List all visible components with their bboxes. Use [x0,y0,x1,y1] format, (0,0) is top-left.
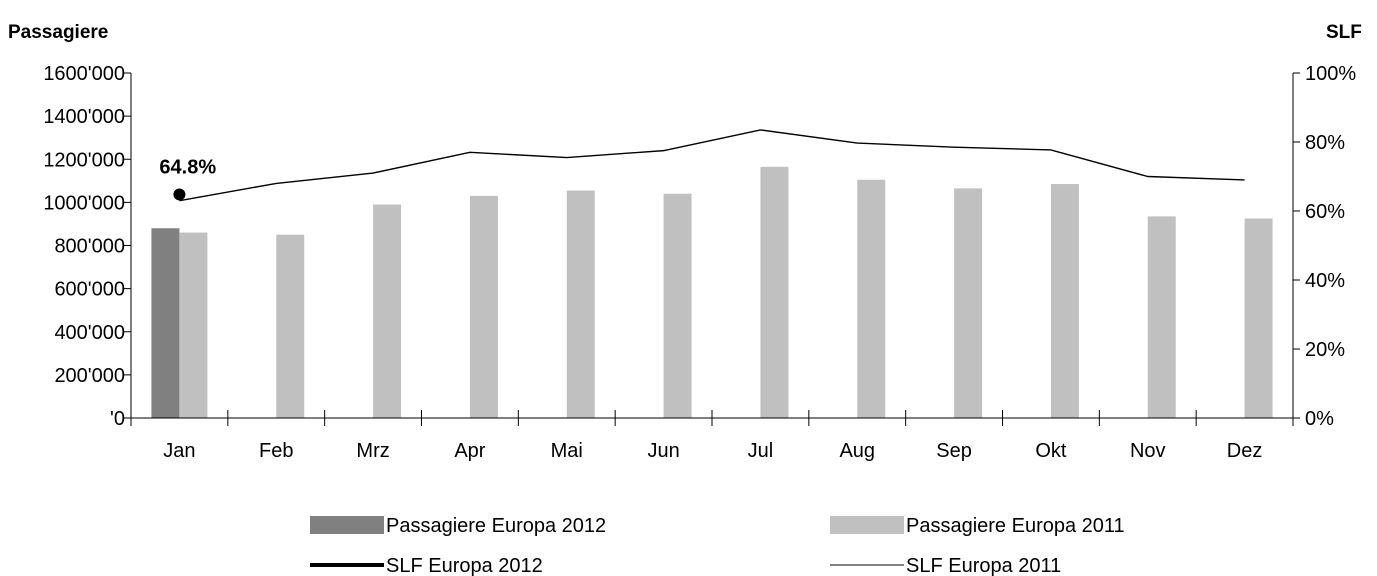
legend-label: Passagiere Europa 2011 [906,515,1125,537]
right-tick-label: 80% [1305,132,1345,154]
right-tick-label: 0% [1305,408,1334,430]
annotations: 64.8% [159,156,216,178]
left-axis: '0 200'000 400'000 600'000 800'000 1000'000 12… [43,63,132,430]
bar [179,232,208,418]
left-tick-label: 1600'000 [43,63,125,85]
x-tick-label: Sep [936,440,972,462]
left-tick-label: '0 [110,408,125,430]
x-tick-label: Okt [1035,440,1067,462]
series-line [179,129,1245,202]
left-tick-label: 1000'000 [43,192,125,214]
left-tick-label: 1200'000 [43,149,125,171]
bar [1244,218,1273,418]
lines [173,129,1245,202]
x-tick-label: Feb [259,440,293,462]
left-tick-label: 1400'000 [43,106,125,128]
x-tick-label: Dez [1227,440,1263,462]
right-tick-label: 100% [1305,63,1356,85]
left-axis-title: Passagiere [8,22,108,43]
bar [663,193,692,418]
x-axis: Jan Feb Mrz Apr Mai Jun Jul Aug Sep Okt Nov Dez [130,410,1294,462]
x-tick-label: Mrz [356,440,389,462]
bar [373,204,402,418]
left-tick-label: 400'000 [54,322,125,344]
x-tick-label: Aug [839,440,875,462]
x-tick-label: Nov [1130,440,1166,462]
right-tick-label: 40% [1305,270,1345,292]
right-axis-title: SLF [1326,22,1362,43]
bar [276,234,305,418]
right-axis: 0% 20% 40% 60% 80% 100% [1292,63,1356,430]
series-point [173,188,186,201]
bars [151,166,1273,418]
bar [857,179,886,418]
legend-label: SLF Europa 2011 [906,555,1061,576]
bar [566,190,595,418]
x-tick-label: Jun [647,440,679,462]
x-tick-label: Jul [748,440,774,462]
legend: Passagiere Europa 2012 Passagiere Europa … [310,515,1125,576]
left-tick-label: 200'000 [54,365,125,387]
right-tick-label: 20% [1305,339,1345,361]
left-tick-label: 600'000 [54,279,125,301]
right-tick-label: 60% [1305,201,1345,223]
bar [1050,184,1079,418]
legend-label: Passagiere Europa 2012 [386,515,606,537]
x-tick-label: Jan [163,440,195,462]
bar [954,188,983,418]
legend-label: SLF Europa 2012 [386,555,543,576]
x-tick-label: Mai [551,440,583,462]
legend-swatch [830,516,904,534]
bar [760,166,789,418]
left-tick-label: 800'000 [54,236,125,258]
data-label: 64.8% [159,156,216,178]
legend-swatch [310,516,384,534]
x-tick-label: Apr [454,440,485,462]
bar [151,228,180,418]
bar [1147,216,1176,418]
bar [469,195,498,418]
